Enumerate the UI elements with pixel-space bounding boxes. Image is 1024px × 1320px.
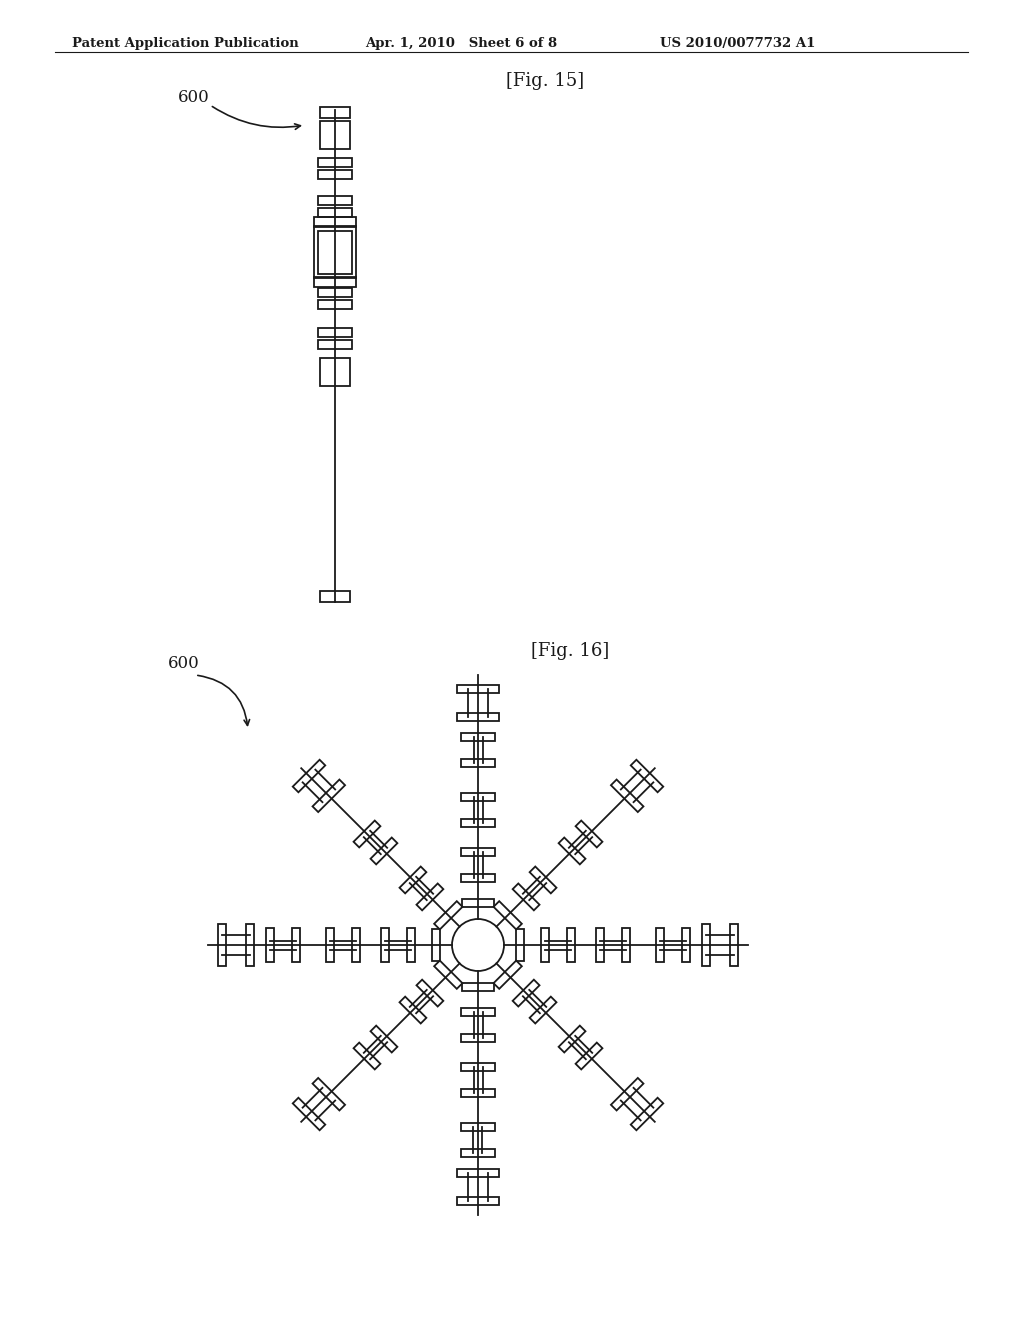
Text: [Fig. 15]: [Fig. 15] [506,73,584,90]
Text: 600: 600 [168,656,200,672]
Text: [Fig. 16]: [Fig. 16] [530,642,609,660]
Bar [319,358,350,385]
Text: Apr. 1, 2010   Sheet 6 of 8: Apr. 1, 2010 Sheet 6 of 8 [365,37,557,50]
Bar [314,216,356,227]
Bar [319,121,350,149]
Bar [314,277,356,286]
Bar [318,300,352,309]
Bar [318,157,352,166]
Text: Patent Application Publication: Patent Application Publication [72,37,299,50]
Bar [319,107,350,117]
Bar [318,207,352,216]
Bar [318,231,352,273]
Bar [314,226,356,279]
Bar [318,169,352,178]
Bar [318,288,352,297]
Text: US 2010/0077732 A1: US 2010/0077732 A1 [660,37,815,50]
Bar [319,590,350,602]
Bar [318,327,352,337]
Bar [318,339,352,348]
Bar [318,195,352,205]
Text: 600: 600 [178,90,210,107]
